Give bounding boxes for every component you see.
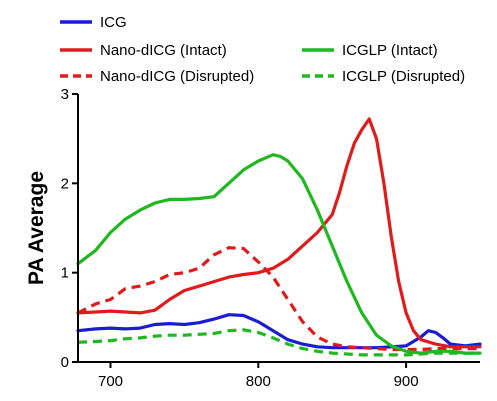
y-tick-label: 1 xyxy=(61,265,69,282)
y-tick-label: 2 xyxy=(61,175,69,192)
legend-label-icg: ICG xyxy=(100,14,127,31)
series-line-icglp-disrupted xyxy=(77,328,480,357)
x-tick-label: 700 xyxy=(98,373,123,390)
x-tick-label: 800 xyxy=(246,373,271,390)
series-line-nano-dicg-intact xyxy=(76,117,482,349)
legend-label-nano-dicg-intact: Nano-dICG (Intact) xyxy=(100,42,227,59)
legend-label-icglp-intact: ICGLP (Intact) xyxy=(342,42,438,59)
x-tick-label: 900 xyxy=(394,373,419,390)
y-tick-label: 0 xyxy=(61,354,69,371)
legend-label-nano-dicg-disrupted: Nano-dICG (Disrupted) xyxy=(100,68,254,85)
series-layer xyxy=(76,117,482,357)
y-axis-title: PA Average xyxy=(25,171,48,285)
legend-label-icglp-disrupted: ICGLP (Disrupted) xyxy=(342,68,465,85)
y-tick-label: 3 xyxy=(61,86,69,103)
series-line-icg xyxy=(76,313,482,350)
axes: 0 1 2 3 700 800 900 xyxy=(61,86,480,390)
series-line-icglp-intact xyxy=(76,153,482,355)
legend: ICG Nano-dICG (Intact) Nano-dICG (Disrupte… xyxy=(60,14,465,85)
